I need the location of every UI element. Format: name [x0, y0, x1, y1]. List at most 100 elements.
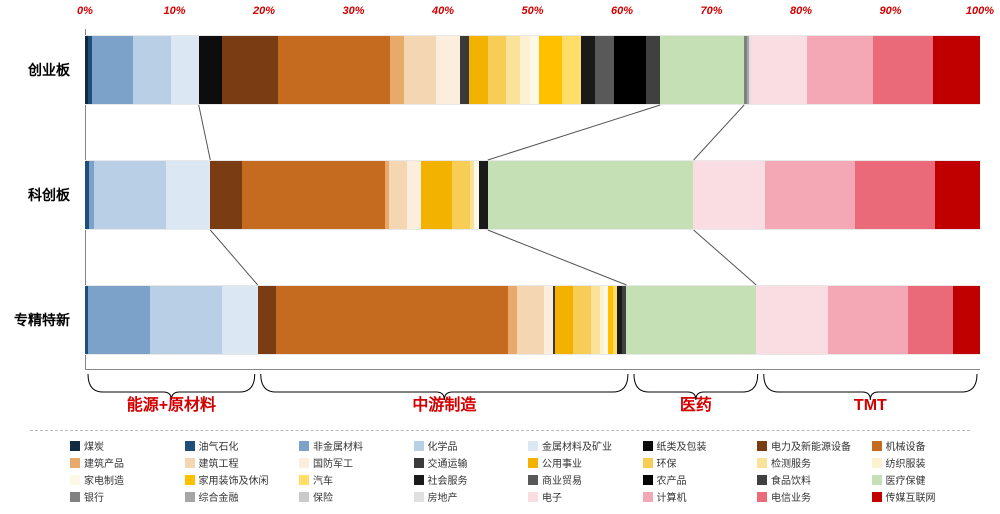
stacked-bar: [85, 35, 980, 105]
legend-label: 化学品: [428, 438, 458, 453]
legend-label: 社会服务: [428, 472, 468, 487]
legend-item: 房地产: [414, 489, 523, 504]
legend-swatch: [643, 475, 653, 485]
legend-item: 社会服务: [414, 472, 523, 487]
legend-label: 保险: [313, 489, 333, 504]
bar-segment: [390, 36, 404, 104]
legend-item: 检测服务: [757, 455, 866, 470]
legend-swatch: [185, 475, 195, 485]
legend-swatch: [70, 441, 80, 451]
bar-segment: [520, 36, 529, 104]
legend-swatch: [185, 492, 195, 502]
axis-tick-label: 90%: [879, 5, 901, 17]
legend-item: 家电制造: [70, 472, 179, 487]
legend-label: 公用事业: [542, 455, 582, 470]
group-brace-label: 医药: [680, 395, 712, 414]
legend-item: 煤炭: [70, 438, 179, 453]
legend-swatch: [414, 458, 424, 468]
bar-segment: [555, 286, 573, 354]
bar-segment: [389, 161, 407, 229]
legend-item: 农产品: [643, 472, 752, 487]
legend-label: 油气石化: [199, 438, 239, 453]
legend-swatch: [643, 458, 653, 468]
legend-swatch: [528, 475, 538, 485]
legend-label: 综合金融: [199, 489, 239, 504]
bar-segment: [508, 286, 517, 354]
legend-label: 检测服务: [771, 455, 811, 470]
legend-item: 环保: [643, 455, 752, 470]
axis-tick-label: 20%: [253, 5, 275, 17]
legend-label: 机械设备: [886, 438, 926, 453]
legend-label: 纺织服装: [886, 455, 926, 470]
axis-tick-label: 0%: [77, 5, 93, 17]
group-brace: [88, 374, 255, 400]
bar-segment: [855, 161, 936, 229]
group-brace: [764, 374, 977, 400]
bar-segment: [933, 36, 980, 104]
group-brace-label: 能源+原材料: [127, 395, 216, 414]
legend-label: 电信业务: [771, 489, 811, 504]
axis-tick-label: 50%: [521, 5, 543, 17]
bar-segment: [756, 286, 828, 354]
legend-label: 建筑产品: [84, 455, 124, 470]
legend-item: 金属材料及矿业: [528, 438, 637, 453]
legend-swatch: [643, 441, 653, 451]
legend-swatch: [70, 458, 80, 468]
legend-item: 公用事业: [528, 455, 637, 470]
legend-item: 汽车: [299, 472, 408, 487]
legend-swatch: [299, 458, 309, 468]
bar-segment: [873, 36, 934, 104]
axis-tick-label: 40%: [432, 5, 454, 17]
axis-tick-label: 10%: [163, 5, 185, 17]
bar-segment: [765, 161, 855, 229]
group-brace: [261, 374, 628, 400]
legend-swatch: [299, 492, 309, 502]
bar-segment: [935, 161, 980, 229]
legend-item: 食品饮料: [757, 472, 866, 487]
legend-label: 商业贸易: [542, 472, 582, 487]
legend-item: 电信业务: [757, 489, 866, 504]
legend-item: 纸类及包装: [643, 438, 752, 453]
bar-segment: [660, 36, 744, 104]
axis-tick-label: 100%: [966, 5, 994, 17]
legend-swatch: [528, 458, 538, 468]
bar-segment: [506, 36, 520, 104]
bar-row: 科创板: [0, 160, 1000, 230]
bar-segment: [591, 286, 600, 354]
legend-swatch: [414, 475, 424, 485]
legend-item: 家用装饰及休闲: [185, 472, 294, 487]
bar-segment: [581, 36, 595, 104]
bar-segment: [573, 286, 591, 354]
legend-swatch: [528, 492, 538, 502]
legend-item: 商业贸易: [528, 472, 637, 487]
stacked-bar: [85, 160, 980, 230]
legend-swatch: [70, 492, 80, 502]
legend-label: 计算机: [657, 489, 687, 504]
legend-swatch: [757, 475, 767, 485]
bar-segment: [693, 161, 765, 229]
legend-item: 非金属材料: [299, 438, 408, 453]
legend-item: 机械设备: [872, 438, 981, 453]
bar-row: 专精特新: [0, 285, 1000, 355]
bar-segment: [199, 36, 222, 104]
legend-swatch: [185, 458, 195, 468]
row-label: 创业板: [0, 60, 70, 80]
group-brace-label: 中游制造: [412, 395, 477, 414]
legend-swatch: [414, 441, 424, 451]
legend-item: 建筑产品: [70, 455, 179, 470]
legend-label: 环保: [657, 455, 677, 470]
legend-label: 非金属材料: [313, 438, 363, 453]
legend-label: 传媒互联网: [886, 489, 936, 504]
bar-segment: [88, 286, 151, 354]
legend-item: 医疗保健: [872, 472, 981, 487]
bar-segment: [807, 36, 872, 104]
legend-label: 纸类及包装: [657, 438, 707, 453]
legend-label: 交通运输: [428, 455, 468, 470]
bar-segment: [407, 161, 420, 229]
axis-tick-label: 60%: [611, 5, 633, 17]
bar-segment: [150, 286, 222, 354]
legend-swatch: [757, 492, 767, 502]
legend-label: 家电制造: [84, 472, 124, 487]
legend-item: 保险: [299, 489, 408, 504]
bar-segment: [276, 286, 509, 354]
